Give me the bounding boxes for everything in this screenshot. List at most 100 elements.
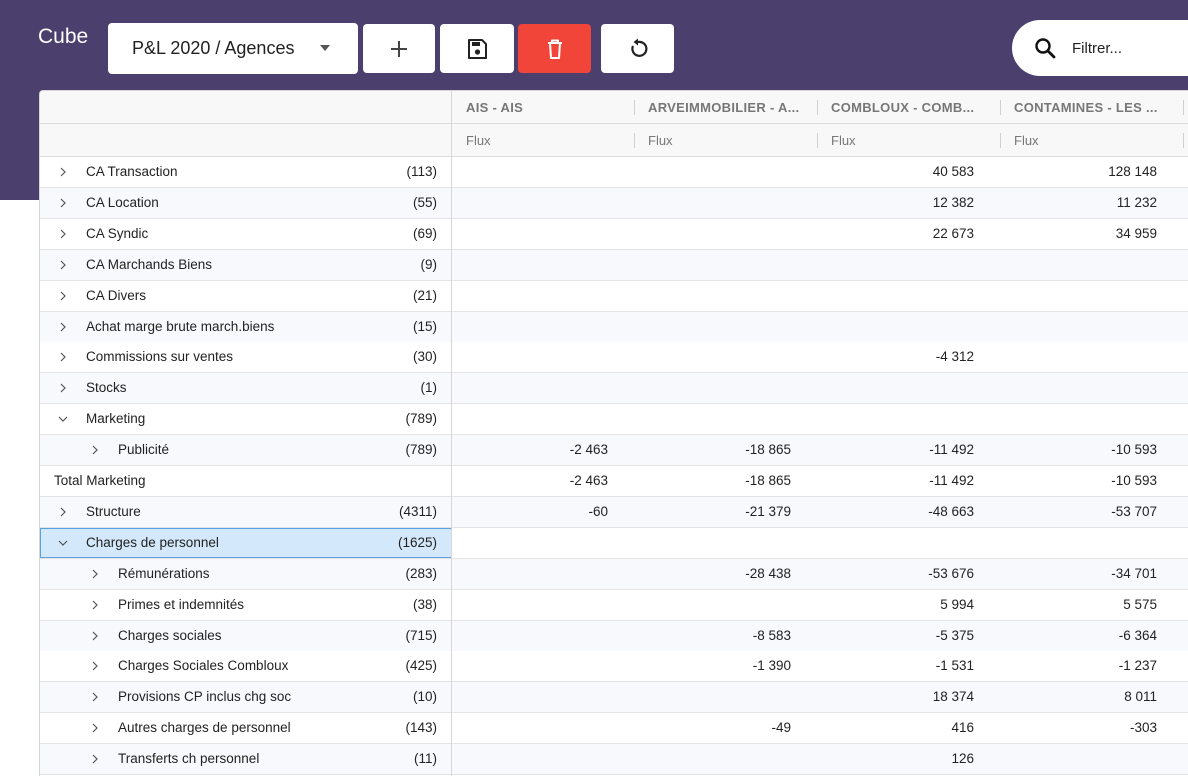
table-row[interactable]: Commissions sur ventes (30) -4 312 <box>40 342 1188 374</box>
table-row[interactable]: Autres charges de personnel (143) -49 416 -3… <box>40 713 1188 745</box>
chevron-right-icon[interactable] <box>90 692 100 702</box>
value-cell[interactable] <box>987 342 1157 372</box>
value-cell[interactable]: -303 <box>1129 720 1157 736</box>
value-cell[interactable] <box>621 590 791 620</box>
value-cell[interactable] <box>621 528 791 558</box>
column-header-ais[interactable]: AIS - AIS <box>466 100 524 115</box>
column-header-combloux[interactable]: COMBLOUX - COMB... <box>831 100 975 115</box>
table-row[interactable]: CA Marchands Biens (9) <box>40 249 1188 281</box>
cube-selector-dropdown[interactable]: P&L 2020 / Agences <box>108 23 358 74</box>
chevron-right-icon[interactable] <box>90 723 100 733</box>
value-cell[interactable]: -6 364 <box>1118 627 1157 643</box>
table-row[interactable]: CA Transaction (113) 40 583 128 148 <box>40 157 1188 188</box>
value-cell[interactable] <box>621 682 791 712</box>
value-cell[interactable] <box>804 373 974 403</box>
table-row[interactable]: CA Location (55) 12 382 11 232 <box>40 187 1188 219</box>
value-cell[interactable] <box>438 651 608 681</box>
chevron-right-icon[interactable] <box>58 260 68 270</box>
table-row[interactable]: Structure (4311) -60 -21 379 -48 663 -53 707 <box>40 496 1188 528</box>
column-header-arveimmobilier[interactable]: ARVEIMMOBILIER - A... <box>648 100 800 115</box>
chevron-right-icon[interactable] <box>58 198 68 208</box>
chevron-down-icon[interactable] <box>58 538 68 548</box>
delete-button[interactable] <box>518 24 591 73</box>
chevron-right-icon[interactable] <box>90 631 100 641</box>
value-cell[interactable]: -18 865 <box>745 442 791 458</box>
chevron-right-icon[interactable] <box>90 569 100 579</box>
value-cell[interactable]: -2 463 <box>569 442 608 458</box>
value-cell[interactable] <box>804 528 974 558</box>
value-cell[interactable] <box>621 157 791 187</box>
value-cell[interactable] <box>987 528 1157 558</box>
table-row[interactable]: Provisions CP inclus chg soc (10) 18 374 8 … <box>40 682 1188 714</box>
value-cell[interactable]: 126 <box>951 751 974 767</box>
value-cell[interactable] <box>438 590 608 620</box>
value-cell[interactable] <box>621 373 791 403</box>
value-cell[interactable] <box>804 312 974 342</box>
chevron-down-icon[interactable] <box>58 414 68 424</box>
table-row[interactable]: CA Syndic (69) 22 673 34 959 <box>40 218 1188 250</box>
table-row[interactable]: Total Marketing -2 463 -18 865 -11 492 -10 5… <box>40 466 1188 497</box>
value-cell[interactable] <box>987 250 1157 280</box>
value-cell[interactable]: -48 663 <box>928 503 974 519</box>
value-cell[interactable] <box>987 373 1157 403</box>
value-cell[interactable]: -10 593 <box>1111 442 1157 458</box>
chevron-right-icon[interactable] <box>58 291 68 301</box>
value-cell[interactable] <box>987 312 1157 342</box>
value-cell[interactable]: -1 531 <box>935 658 974 674</box>
chevron-right-icon[interactable] <box>90 661 100 671</box>
column-header-contamines[interactable]: CONTAMINES - LES ... <box>1014 100 1158 115</box>
search-box[interactable] <box>1012 20 1188 76</box>
search-input[interactable] <box>1072 39 1188 57</box>
value-cell[interactable] <box>804 404 974 434</box>
value-cell[interactable] <box>438 157 608 187</box>
value-cell[interactable]: 416 <box>951 720 974 736</box>
value-cell[interactable] <box>621 219 791 249</box>
value-cell[interactable] <box>438 682 608 712</box>
chevron-right-icon[interactable] <box>58 167 68 177</box>
value-cell[interactable]: -49 <box>771 720 791 736</box>
value-cell[interactable] <box>621 250 791 280</box>
value-cell[interactable]: -4 312 <box>935 349 974 365</box>
value-cell[interactable] <box>621 188 791 218</box>
value-cell[interactable]: -21 379 <box>745 503 791 519</box>
value-cell[interactable] <box>621 312 791 342</box>
value-cell[interactable]: -5 375 <box>935 627 974 643</box>
chevron-right-icon[interactable] <box>58 352 68 362</box>
table-row[interactable]: Charges de personnel (1625) <box>40 527 1188 559</box>
chevron-right-icon[interactable] <box>58 383 68 393</box>
value-cell[interactable]: -11 492 <box>929 442 974 458</box>
value-cell[interactable]: 12 382 <box>932 194 974 210</box>
chevron-right-icon[interactable] <box>58 507 68 517</box>
value-cell[interactable]: -53 676 <box>928 565 974 581</box>
value-cell[interactable]: 22 673 <box>932 225 974 241</box>
value-cell[interactable] <box>438 621 608 651</box>
chevron-right-icon[interactable] <box>58 322 68 332</box>
value-cell[interactable] <box>438 713 608 743</box>
value-cell[interactable]: 11 232 <box>1116 194 1157 210</box>
save-button[interactable] <box>440 24 514 73</box>
value-cell[interactable] <box>438 250 608 280</box>
value-cell[interactable] <box>438 312 608 342</box>
value-cell[interactable]: 5 575 <box>1123 596 1157 612</box>
value-cell[interactable]: -1 237 <box>1118 658 1157 674</box>
value-cell[interactable] <box>621 744 791 774</box>
value-cell[interactable] <box>438 744 608 774</box>
table-row[interactable]: Achat marge brute march.biens (15) <box>40 311 1188 343</box>
table-row[interactable]: CA Divers (21) <box>40 280 1188 312</box>
value-cell[interactable] <box>438 373 608 403</box>
value-cell[interactable] <box>438 528 608 558</box>
table-row[interactable]: Stocks (1) <box>40 373 1188 405</box>
chevron-right-icon[interactable] <box>58 229 68 239</box>
value-cell[interactable] <box>987 281 1157 311</box>
value-cell[interactable] <box>987 744 1157 774</box>
value-cell[interactable]: 128 148 <box>1108 164 1157 179</box>
table-row[interactable]: Rémunérations (283) -28 438 -53 676 -34 701 <box>40 558 1188 590</box>
value-cell[interactable] <box>621 342 791 372</box>
value-cell[interactable]: -8 583 <box>752 627 791 643</box>
value-cell[interactable]: -1 390 <box>752 658 791 674</box>
table-row[interactable]: Charges Sociales Combloux (425) -1 390 -1 5… <box>40 651 1188 683</box>
table-row[interactable]: Marketing (789) <box>40 404 1188 436</box>
value-cell[interactable]: 34 959 <box>1115 225 1157 241</box>
value-cell[interactable] <box>804 281 974 311</box>
value-cell[interactable]: -11 492 <box>929 473 974 488</box>
